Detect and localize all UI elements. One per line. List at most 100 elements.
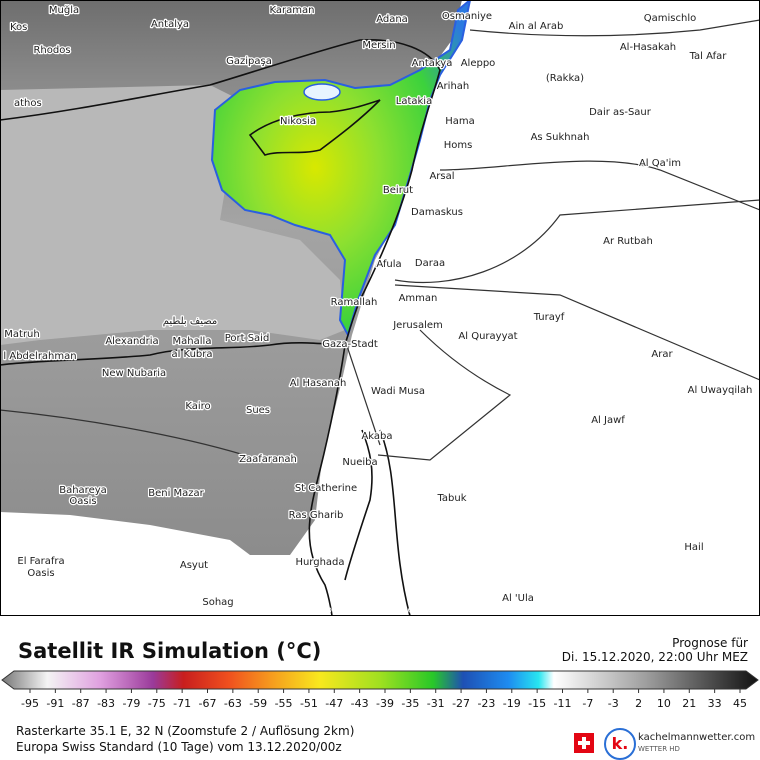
place-label: Hurghada (295, 557, 344, 568)
colorbar-label: -91 (46, 697, 64, 710)
place-label: Nueiba (342, 457, 377, 468)
coastlines (0, 39, 441, 616)
colorbar-label: -43 (351, 697, 369, 710)
place-label: Sues (246, 405, 270, 416)
place-label: Al Qurayyat (458, 331, 517, 342)
map-attribution: Map data © OpenStreetMap contributors, r… (314, 606, 756, 616)
place-label: Aleppo (461, 58, 496, 69)
colorbar-label: -87 (72, 697, 90, 710)
place-label: Qamischlo (644, 13, 696, 24)
place-label: Osmaniye (442, 11, 492, 22)
place-label: Homs (444, 140, 473, 151)
place-label: Arar (651, 349, 673, 360)
logo-name[interactable]: kachelmannwetter.com (638, 732, 756, 743)
place-label: Muğla (49, 4, 79, 16)
place-label: مصيف بلطيم (163, 316, 218, 327)
colorbar-label: 2 (635, 697, 642, 710)
colorbar-label: -31 (427, 697, 445, 710)
place-label: Al Hasanah (290, 378, 347, 389)
colorbar-label: 21 (682, 697, 696, 710)
place-label: Dair as-Saur (589, 107, 652, 118)
place-label: St Catherine (295, 483, 357, 494)
place-label: Alexandria (105, 336, 158, 347)
place-label: Gazipaşa (226, 56, 272, 67)
place-label: Zaafaranah (239, 454, 297, 465)
place-label: (Rakka) (546, 73, 584, 84)
colorbar-label: -23 (477, 697, 495, 710)
place-label: Karaman (270, 5, 315, 16)
colorbar-label: -83 (97, 697, 115, 710)
colorbar-scale (1, 670, 759, 690)
place-label: Al Uwayqilah (688, 385, 753, 396)
place-label: Tabuk (436, 493, 466, 504)
colorbar-label: -95 (21, 697, 39, 710)
place-label: Ain al Arab (509, 21, 564, 32)
place-label: Gaza-Stadt (322, 339, 378, 350)
colorbar-label: -19 (503, 697, 521, 710)
place-label: Afula (376, 259, 401, 270)
colorbar-label: -3 (608, 697, 619, 710)
colorbar-label: -79 (122, 697, 140, 710)
colorbar-label: -63 (224, 697, 242, 710)
place-label: al Kubra (171, 349, 212, 360)
place-label: Wadi Musa (371, 386, 425, 397)
place-label: Ar Rutbah (603, 236, 653, 247)
colorbar-label: -67 (199, 697, 217, 710)
footer-line: Rasterkarte 35.1 E, 32 N (Zoomstufe 2 / … (16, 724, 355, 738)
colorbar-label: -47 (325, 697, 343, 710)
cloud-gap (303, 83, 341, 101)
place-label: Oasis (27, 568, 54, 579)
place-label: Ras Gharib (289, 510, 344, 521)
colorbar-label: 10 (657, 697, 671, 710)
place-label: Nikosia (280, 116, 316, 127)
place-label: As Sukhnah (531, 132, 590, 143)
borders (0, 19, 760, 461)
forecast-time: Di. 15.12.2020, 22:00 Uhr MEZ (561, 650, 748, 664)
place-label: New Nubaria (102, 368, 166, 379)
place-label: Al Qa'im (639, 158, 681, 169)
place-label: El Farafra (17, 556, 64, 567)
place-label: Al 'Ula (502, 593, 534, 604)
forecast-label: Prognose für (672, 636, 748, 650)
place-label: Tal Afar (689, 51, 728, 62)
place-label: Al Jawf (591, 415, 625, 426)
place-label: Kos (10, 22, 27, 33)
place-label: Matruh (4, 329, 39, 340)
place-label: athos (14, 98, 42, 109)
place-label: Asyut (180, 560, 208, 571)
colorbar-label: -15 (528, 697, 546, 710)
logo-tagline: WETTER HD (638, 745, 680, 753)
place-label: Arsal (429, 171, 454, 182)
place-label: Daraa (415, 258, 445, 269)
place-label: Amman (399, 293, 438, 304)
place-label: Kairo (185, 401, 210, 412)
logo-icon: k. (604, 728, 636, 760)
map: Map data © OpenStreetMap contributors, r… (0, 0, 760, 616)
title: Satellit IR Simulation (°C) (18, 639, 322, 663)
place-label: Al-Hasakah (620, 42, 676, 53)
place-label: Hail (684, 542, 703, 553)
place-label: Beni Mazar (148, 488, 204, 499)
place-label: Akaba (361, 431, 392, 442)
colorbar-label: -51 (300, 697, 318, 710)
place-label: Antalya (151, 19, 189, 30)
colorbar-label: -39 (376, 697, 394, 710)
place-label: Latakia (396, 96, 432, 107)
place-label: Turayf (533, 312, 565, 323)
colorbar-label: -71 (173, 697, 191, 710)
place-label: Damaskus (411, 207, 463, 218)
footer-line: Europa Swiss Standard (10 Tage) vom 13.1… (16, 740, 342, 754)
colorbar-label: 33 (708, 697, 722, 710)
colorbar: -95 -91 -87 -83 -79 -75 -71 -67 -63 -59 -55 -51 -47-… (1, 670, 759, 710)
colorbar-label: -27 (452, 697, 470, 710)
place-label: Sohag (202, 597, 233, 608)
place-label: Beirut (383, 185, 413, 196)
place-label: Rhodos (33, 45, 70, 56)
place-label: Ramallah (331, 297, 378, 308)
place-label: Mahalla (173, 336, 212, 347)
place-label: Antakya (412, 58, 453, 69)
place-label: Oasis (69, 496, 96, 507)
sea-clear (0, 85, 345, 345)
colorbar-label: -11 (554, 697, 572, 710)
